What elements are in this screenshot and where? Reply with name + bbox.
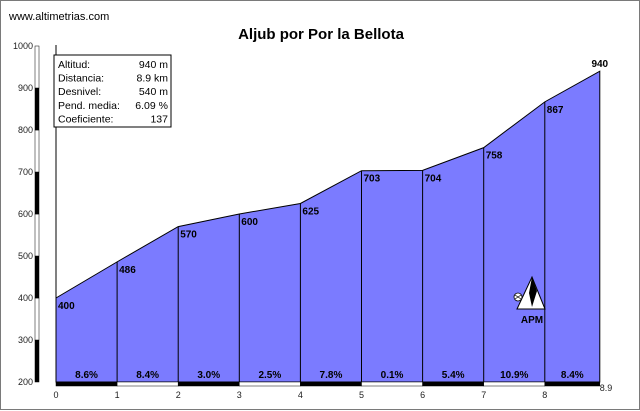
info-value: 6.09 % (135, 100, 168, 112)
x-axis-band (177, 381, 240, 387)
gradient-label: 3.0% (197, 370, 220, 381)
info-label: Pend. media: (58, 100, 120, 112)
x-tick-label: 2 (176, 390, 181, 400)
info-label: Coeficiente: (58, 113, 113, 125)
x-axis-band (239, 381, 301, 387)
altitude-label: 704 (425, 173, 442, 184)
info-label: Distancia: (58, 73, 104, 85)
altitude-label: 625 (302, 207, 319, 218)
y-axis-band (34, 45, 40, 89)
apm-marker: APM (513, 275, 546, 326)
y-axis-band (34, 255, 40, 299)
y-tick-label: 700 (18, 167, 33, 177)
y-tick-label: 900 (18, 83, 33, 93)
y-tick-label: 300 (18, 335, 33, 345)
x-axis-band (544, 381, 601, 387)
x-tick-label: 8.9 (600, 383, 613, 393)
y-axis-band (34, 87, 40, 131)
altitude-label: 486 (119, 265, 136, 276)
x-tick-label: 5 (359, 390, 364, 400)
site-url: www.altimetrias.com (8, 11, 109, 23)
gradient-label: 8.6% (75, 370, 98, 381)
altitude-label: 758 (486, 151, 503, 162)
y-axis-band (34, 297, 40, 341)
x-tick-label: 4 (298, 390, 303, 400)
mountain-icon (513, 275, 546, 310)
altitude-label: 940 (591, 59, 608, 70)
x-tick-label: 1 (115, 390, 120, 400)
y-axis-band (34, 129, 40, 173)
info-box-frame (53, 54, 172, 128)
info-box: Altitud: 940 m Distancia: 8.9 km Desnivel: 54… (53, 54, 172, 128)
x-axis-band (361, 381, 423, 387)
info-value: 540 m (139, 86, 168, 98)
gradient-label: 5.4% (442, 370, 465, 381)
x-axis-band (483, 381, 546, 387)
y-axis-band (34, 171, 40, 215)
marker-label: APM (521, 315, 543, 326)
y-tick-label: 200 (18, 377, 33, 387)
x-tick-label: 7 (481, 390, 486, 400)
info-value: 137 (150, 113, 168, 125)
y-tick-label: 1000 (13, 41, 33, 51)
x-axis-band (300, 381, 362, 387)
y-axis-band (34, 339, 40, 383)
y-tick-label: 400 (18, 293, 33, 303)
x-axis-band (116, 381, 179, 387)
y-axis-band (34, 213, 40, 257)
y-tick-label: 600 (18, 209, 33, 219)
x-tick-label: 6 (420, 390, 425, 400)
x-tick-label: 8 (542, 390, 547, 400)
gradient-label: 8.4% (561, 370, 584, 381)
info-label: Altitud: (58, 59, 90, 71)
x-tick-label: 3 (237, 390, 242, 400)
info-value: 940 m (139, 59, 168, 71)
gradient-label: 0.1% (381, 370, 404, 381)
gradient-label: 8.4% (136, 370, 159, 381)
info-label: Desnivel: (58, 86, 101, 98)
altitude-label: 867 (547, 105, 564, 116)
gradient-label: 10.9% (500, 370, 528, 381)
chart-title: Aljub por Por la Bellota (238, 26, 405, 43)
altitude-label: 600 (241, 217, 258, 228)
info-value: 8.9 km (136, 73, 168, 85)
x-tick-label: 0 (53, 390, 58, 400)
altitude-label: 570 (180, 230, 197, 241)
altitude-label: 400 (58, 301, 75, 312)
gradient-label: 7.8% (320, 370, 343, 381)
y-tick-label: 500 (18, 251, 33, 261)
altitude-label: 703 (364, 174, 381, 185)
y-tick-label: 800 (18, 125, 33, 135)
x-axis-band (422, 381, 484, 387)
x-axis-band (55, 381, 118, 387)
gradient-label: 2.5% (258, 370, 281, 381)
